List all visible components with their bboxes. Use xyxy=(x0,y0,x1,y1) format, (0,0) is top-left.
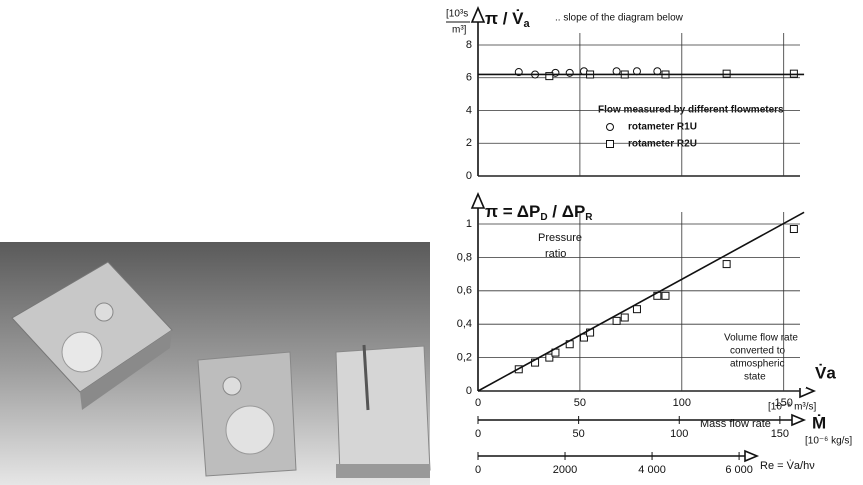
x-tick-label: 0 xyxy=(475,397,481,409)
point xyxy=(790,226,797,233)
y-tick-label: 4 xyxy=(466,104,472,116)
extra-axis-symbol: Re = V̇a/hν xyxy=(760,459,815,472)
point xyxy=(723,261,730,268)
point xyxy=(654,68,661,75)
annotation: Pressure xyxy=(538,232,582,244)
y-tick-label: 6 xyxy=(466,72,472,84)
y-tick-label: 0 xyxy=(466,385,472,397)
x-tick-label: 2000 xyxy=(553,464,577,476)
x-tick-label: 50 xyxy=(574,397,586,409)
legend-entry: rotameter R2U xyxy=(628,139,697,150)
bottom-title: π = ΔPD / ΔPR xyxy=(485,202,593,222)
point xyxy=(790,70,797,77)
point xyxy=(607,124,614,131)
photo xyxy=(0,242,430,485)
x-note: state xyxy=(744,372,766,383)
x-tick-label: 4 000 xyxy=(638,464,666,476)
point xyxy=(633,68,640,75)
y-unit: m³] xyxy=(452,25,467,36)
top-subtitle: .. slope of the diagram below xyxy=(555,13,684,24)
annotation: ratio xyxy=(545,248,566,260)
point xyxy=(621,314,628,321)
x-label: V̇a xyxy=(815,363,836,382)
y-tick-label: 2 xyxy=(466,137,472,149)
extra-axis-unit: [10⁻⁶ kg/s] xyxy=(805,436,852,447)
y-tick-label: 1 xyxy=(466,218,472,230)
point xyxy=(662,292,669,299)
x-tick-label: 150 xyxy=(775,397,793,409)
x-tick-label: 0 xyxy=(475,464,481,476)
y-unit: [10³s xyxy=(446,9,468,20)
figure: π / V̇a .. slope of the diagram below [1… xyxy=(0,0,863,485)
y-tick-label: 0,8 xyxy=(457,251,472,263)
x-note: converted to xyxy=(730,346,785,357)
point xyxy=(613,68,620,75)
point xyxy=(633,306,640,313)
y-tick-label: 0 xyxy=(466,170,472,182)
x-tick-label: 6 000 xyxy=(725,464,753,476)
legend-entry: rotameter R1U xyxy=(628,122,697,133)
point xyxy=(546,73,553,80)
x-tick-label: 100 xyxy=(670,428,688,440)
x-tick-label: 100 xyxy=(673,397,691,409)
extra-axis-label: Mass flow rate xyxy=(700,418,771,430)
x-note: atmospheric xyxy=(730,359,784,370)
point xyxy=(723,70,730,77)
y-tick-label: 0,2 xyxy=(457,352,472,364)
x-tick-label: 50 xyxy=(573,428,585,440)
point xyxy=(607,141,614,148)
point xyxy=(566,69,573,76)
x-tick-label: 150 xyxy=(771,428,789,440)
y-tick-label: 0,6 xyxy=(457,285,472,297)
y-tick-label: 8 xyxy=(466,39,472,51)
x-tick-label: 0 xyxy=(475,428,481,440)
y-tick-label: 0,4 xyxy=(457,318,472,330)
top-title: π / V̇a xyxy=(485,9,531,29)
extra-axis-symbol: Ṁ xyxy=(812,413,826,432)
point xyxy=(613,317,620,324)
x-note: Volume flow rate xyxy=(724,333,798,344)
